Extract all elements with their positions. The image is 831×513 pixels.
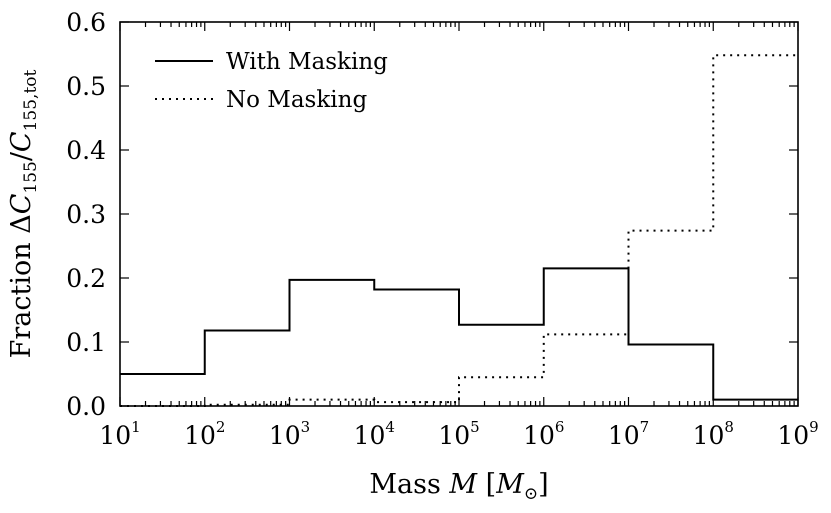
x-tick-label-exponent: 5: [470, 418, 480, 436]
y-axis-label-delta: Δ: [6, 214, 37, 234]
x-tick-label-exponent: 3: [301, 418, 311, 436]
y-tick-label: 0.2: [66, 264, 106, 293]
x-axis-label: Mass M [M⊙]: [369, 469, 548, 504]
plot-area-frame: [119, 21, 799, 407]
x-tick-label: 102: [184, 418, 225, 450]
y-axis-label-sub2: 155,tot: [21, 69, 41, 131]
x-tick-label-base: 10: [693, 421, 725, 450]
y-axis-label-prefix: Fraction: [6, 234, 37, 359]
y-tick-label: 0.4: [66, 136, 106, 165]
series-with-masking: [120, 267, 798, 401]
x-tick-label: 107: [608, 418, 649, 450]
x-tick-label-exponent: 6: [555, 418, 565, 436]
y-axis-label-var1: C: [6, 193, 37, 214]
legend: With Masking No Masking: [155, 49, 388, 113]
x-axis-label-unit: M: [495, 469, 525, 500]
x-axis-label-open-bracket: [: [477, 469, 496, 500]
step-line: [120, 267, 798, 401]
data-series: [120, 54, 798, 407]
x-tick-label: 101: [99, 418, 140, 450]
x-tick-label: 103: [269, 418, 310, 450]
x-tick-label-exponent: 4: [385, 418, 395, 436]
x-axis-label-prefix: Mass: [369, 469, 449, 500]
x-tick-label-base: 10: [99, 421, 131, 450]
y-tick-label: 0.6: [66, 8, 106, 37]
x-tick-label-base: 10: [184, 421, 216, 450]
legend-no-masking-label: No Masking: [226, 87, 367, 113]
x-tick-label-exponent: 7: [640, 418, 650, 436]
x-tick-label-base: 10: [438, 421, 470, 450]
x-tick-label: 109: [777, 418, 818, 450]
x-tick-label: 105: [438, 418, 479, 450]
y-tick-label: 0.0: [66, 392, 106, 421]
x-tick-label-exponent: 2: [216, 418, 226, 436]
y-tick-labels: 0.0 0.1 0.2 0.3 0.4 0.5 0.6: [66, 8, 106, 421]
x-axis-label-unit-subscript: ⊙: [524, 484, 538, 504]
x-axis-label-variable: M: [448, 469, 478, 500]
x-tick-label-base: 10: [269, 421, 301, 450]
x-tick-label-base: 10: [354, 421, 386, 450]
series-no-masking: [120, 54, 798, 407]
y-tick-label: 0.1: [66, 328, 106, 357]
x-tick-label-exponent: 8: [724, 418, 734, 436]
y-axis-label: Fraction ΔC155/C155,tot: [6, 69, 41, 358]
x-tick-label: 106: [523, 418, 564, 450]
legend-with-masking-label: With Masking: [226, 49, 388, 75]
x-tick-label: 104: [354, 418, 395, 450]
x-tick-labels: 101 102 103 104 105 106 107 108 109: [99, 418, 818, 450]
x-tick-label-base: 10: [608, 421, 640, 450]
axis-ticks: [119, 21, 799, 407]
y-tick-label: 0.5: [66, 72, 106, 101]
y-tick-label: 0.3: [66, 200, 106, 229]
x-tick-label-exponent: 1: [131, 418, 141, 436]
y-axis-label-slash: /: [6, 151, 37, 161]
y-axis-label-var2: C: [6, 131, 37, 152]
x-tick-label-base: 10: [777, 421, 809, 450]
x-axis-label-close-bracket: ]: [538, 469, 549, 500]
x-tick-label-base: 10: [523, 421, 555, 450]
x-tick-label: 108: [693, 418, 734, 450]
y-axis-label-sub1: 155: [21, 161, 41, 193]
x-tick-label-exponent: 9: [809, 418, 819, 436]
step-line: [120, 54, 798, 407]
